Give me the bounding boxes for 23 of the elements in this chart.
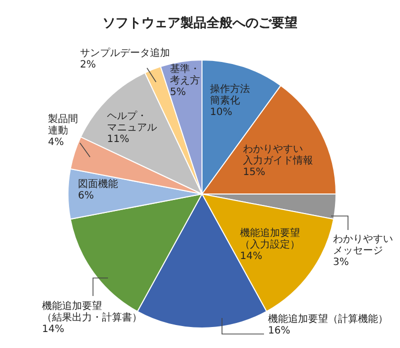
chart-title: ソフトウェア製品全般へのご要望 [102, 15, 298, 31]
data-label: 3% [333, 257, 349, 268]
data-label: 6% [78, 190, 94, 202]
data-label: 5% [170, 87, 186, 98]
slice-label: 操作方法簡素化 [210, 83, 250, 106]
data-label: 16% [268, 326, 290, 336]
slice-label: わかりやすい入力ガイド情報 [243, 144, 313, 166]
data-label: 2% [80, 60, 96, 70]
slice-label: 製品間連動 [48, 113, 78, 136]
data-label: 10% [210, 107, 232, 118]
slice-label: わかりやすいメッセージ [333, 234, 393, 256]
slice-label: 機能追加要望（結果出力・計算書） [42, 300, 142, 324]
data-label: 14% [240, 251, 262, 262]
data-label: 14% [42, 324, 64, 335]
slice-label: 基準・考え方 [170, 63, 200, 86]
slice-label: サンプルデータ追加 [80, 47, 170, 59]
slice-label: 図面機能 [78, 178, 118, 190]
data-label: 4% [48, 137, 64, 148]
slice-label: ヘルプ・マニュアル [107, 110, 157, 134]
slice-label: 機能追加要望（計算機能） [268, 313, 388, 325]
slice-label: 機能追加要望（入力設定） [240, 227, 300, 250]
data-label: 15% [243, 167, 266, 178]
data-label: 11% [107, 134, 130, 145]
